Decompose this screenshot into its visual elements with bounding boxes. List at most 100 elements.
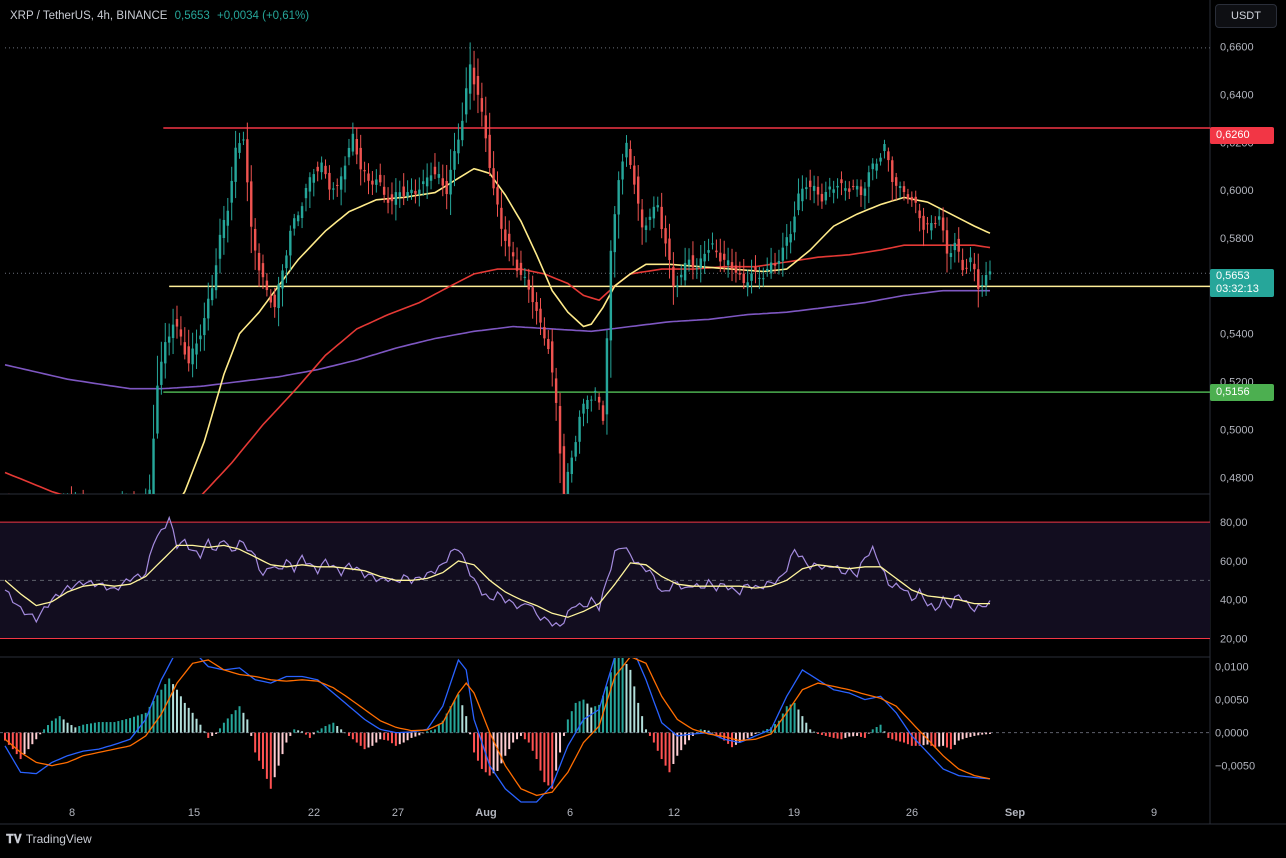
macd-tick-label: 0,0100 — [1215, 662, 1249, 674]
candle-body — [730, 262, 734, 269]
candle — [175, 305, 179, 339]
histogram-bar — [406, 732, 409, 741]
candle-body — [754, 267, 757, 272]
histogram-bar — [218, 728, 221, 733]
rsi-tick-label: 20,00 — [1220, 634, 1248, 646]
histogram-bar — [195, 718, 198, 733]
histogram-bar — [805, 722, 808, 733]
histogram-bar — [824, 732, 827, 736]
candle-body — [511, 252, 515, 257]
time-tick-label: 6 — [567, 807, 573, 819]
candle-body — [937, 216, 941, 220]
candle-body — [433, 166, 437, 175]
candle — [851, 179, 855, 191]
histogram-bar — [648, 732, 651, 736]
macd-panel[interactable] — [0, 644, 1210, 803]
candle-body — [496, 187, 499, 205]
candle — [578, 410, 581, 454]
candle — [281, 264, 284, 307]
candle-body — [578, 416, 581, 442]
candle — [965, 258, 968, 274]
time-axis[interactable]: 8 15 22 27 Aug 6 12 19 26 Sep 9 — [69, 807, 1157, 819]
candle-body — [617, 180, 620, 215]
candle-body — [476, 75, 480, 95]
histogram-bar — [938, 732, 941, 747]
histogram-bar — [246, 719, 249, 733]
candle — [472, 50, 476, 101]
candle-body — [676, 285, 679, 287]
time-tick-label: 8 — [69, 807, 75, 819]
candle — [476, 58, 480, 114]
candle-body — [441, 178, 444, 186]
candle-body — [648, 216, 652, 220]
candle-body — [543, 326, 546, 339]
candle-body — [285, 255, 288, 269]
candle — [613, 206, 616, 278]
candle-body — [570, 457, 573, 475]
histogram-bar — [222, 722, 225, 733]
candle — [891, 156, 894, 201]
candle-body — [371, 180, 374, 185]
histogram-bar — [203, 731, 206, 733]
candle — [504, 216, 507, 257]
candle — [746, 269, 749, 297]
histogram-bar — [801, 716, 804, 733]
histogram-bar — [207, 732, 210, 738]
histogram-bar — [476, 732, 479, 761]
candle — [543, 317, 546, 346]
tradingview-logo[interactable]: 𝐓𝐕 TradingView — [6, 832, 92, 847]
candle — [625, 135, 628, 167]
candle-body — [910, 196, 914, 201]
candle — [515, 247, 519, 278]
rsi-panel[interactable] — [0, 515, 1210, 640]
histogram-bar — [168, 678, 171, 733]
candle-body — [930, 222, 933, 231]
candle — [980, 275, 984, 297]
time-tick-label: 26 — [906, 807, 918, 819]
candle — [769, 247, 773, 279]
candle-body — [828, 186, 831, 190]
candle — [531, 275, 534, 319]
histogram-bar — [74, 727, 77, 733]
price-panel[interactable] — [4, 42, 1210, 576]
price-tick-label: 0,6000 — [1220, 185, 1254, 197]
candle-body — [984, 275, 988, 286]
histogram-bar — [656, 732, 659, 751]
histogram-bar — [113, 722, 116, 733]
histogram-bar — [254, 732, 257, 753]
candle — [668, 223, 671, 279]
histogram-bar — [19, 732, 22, 760]
price-change: +0,0034 (+0,61%) — [217, 10, 310, 22]
histogram-bar — [543, 732, 546, 783]
candle-body — [719, 252, 722, 262]
candle-body — [156, 385, 159, 434]
candle — [640, 199, 644, 245]
candle — [695, 258, 699, 279]
candle-body — [832, 189, 835, 193]
candle — [293, 213, 296, 236]
histogram-bar — [70, 725, 73, 733]
histogram-bar — [746, 732, 749, 738]
candle — [152, 404, 155, 494]
candle — [887, 147, 890, 172]
histogram-bar — [164, 684, 167, 733]
candle-body — [836, 185, 839, 188]
histogram-bar — [566, 719, 569, 733]
candle-body — [320, 162, 323, 173]
candle — [722, 240, 726, 273]
candle-body — [805, 187, 808, 190]
histogram-bar — [86, 724, 89, 733]
candle-body — [660, 206, 663, 230]
candle — [797, 178, 800, 216]
candle — [250, 165, 253, 254]
candle — [167, 323, 171, 356]
histogram-bar — [848, 732, 851, 737]
candle-body — [191, 348, 194, 365]
histogram-bar — [582, 699, 585, 733]
candle — [840, 171, 843, 196]
histogram-bar — [906, 732, 909, 745]
currency-unit-button[interactable]: USDT — [1215, 4, 1277, 28]
candle-body — [683, 262, 687, 281]
candle — [425, 163, 429, 199]
histogram-bar — [793, 702, 796, 733]
